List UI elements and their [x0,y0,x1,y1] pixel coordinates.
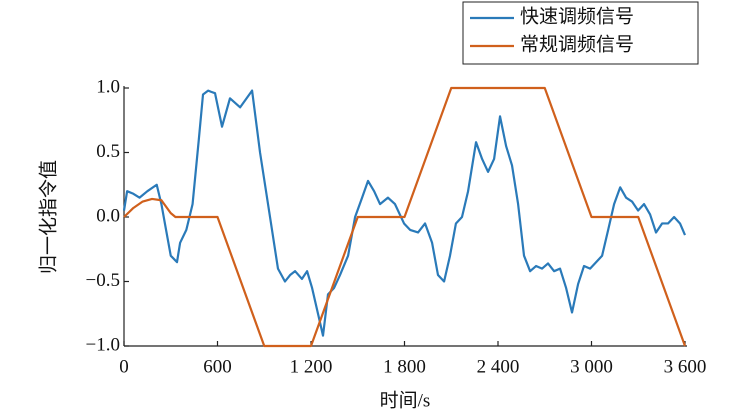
y-tick-label: 0.0 [96,205,120,226]
x-tick-label: 3 600 [664,356,707,377]
y-tick-label: 1.0 [96,76,120,97]
y-tick-label: 0.5 [96,141,120,162]
legend-label: 快速调频信号 [520,5,634,27]
y-axis-label: 归一化指令值 [37,160,59,274]
y-tick-label: −1.0 [86,334,120,355]
x-tick-label: 600 [203,356,232,377]
x-tick-label: 0 [119,356,129,377]
x-tick-label: 1 200 [290,356,333,377]
legend-box [462,1,699,65]
x-axis-label: 时间/s [380,389,431,411]
x-tick-label: 3 000 [570,356,613,377]
series-line [122,89,687,337]
x-tick-label: 2 400 [477,356,520,377]
series-line [123,86,687,348]
y-tick-label: −0.5 [86,270,120,291]
x-tick-label: 1 800 [383,356,426,377]
legend-label: 常规调频信号 [520,33,634,55]
